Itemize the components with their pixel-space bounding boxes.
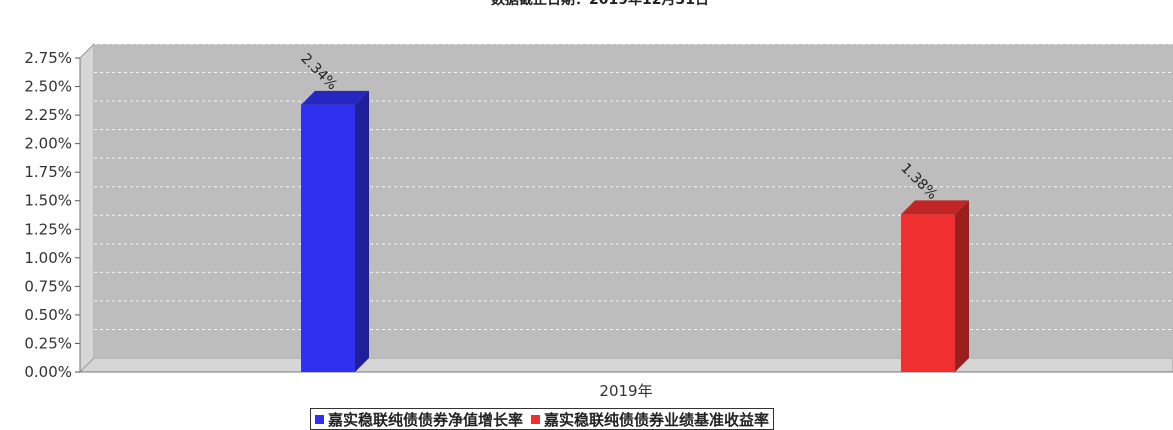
y-tick-label: 1.50% (24, 192, 72, 210)
legend-label-benchmark: 嘉实稳联纯债债券业绩基准收益率 (544, 410, 770, 429)
y-tick-label: 0.00% (24, 363, 72, 381)
legend-swatch-blue (315, 414, 324, 424)
plot-floor (78, 357, 1173, 373)
plot-left-wall (79, 42, 95, 374)
y-tick-label: 0.25% (24, 334, 72, 352)
bar-side (355, 90, 369, 372)
bar-top (901, 200, 969, 215)
x-tick-label: 2019年 (599, 382, 652, 400)
legend-item-benchmark: 嘉实稳联纯债债券业绩基准收益率 (531, 409, 769, 430)
legend-item-nav-growth: 嘉实稳联纯债债券净值增长率 (315, 409, 523, 430)
y-tick-label: 2.75% (24, 49, 72, 67)
y-tick-label: 1.25% (24, 220, 72, 238)
legend-label-nav-growth: 嘉实稳联纯债债券净值增长率 (328, 410, 524, 429)
y-tick-label: 0.75% (24, 277, 72, 295)
y-tick-label: 1.00% (24, 249, 72, 267)
chart-title: 数据截止日期：2019年12月31日 (491, 0, 709, 8)
y-tick-label: 2.50% (24, 78, 72, 96)
bar-nav-growth (301, 104, 355, 372)
plot-background (94, 44, 1173, 358)
bar-top (301, 90, 369, 105)
y-tick-label: 1.75% (24, 163, 72, 181)
bar-side (955, 200, 969, 372)
y-tick-label: 0.50% (24, 306, 72, 324)
legend-swatch-red (531, 414, 541, 424)
y-tick-label: 2.25% (24, 106, 72, 124)
bar-benchmark (901, 214, 955, 372)
legend: 嘉实稳联纯债债券净值增长率 嘉实稳联纯债债券业绩基准收益率 (310, 408, 775, 430)
y-tick-label: 2.00% (24, 135, 72, 153)
